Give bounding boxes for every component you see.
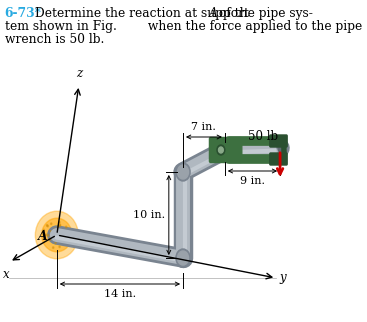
Circle shape <box>61 232 63 234</box>
Circle shape <box>59 224 61 226</box>
Circle shape <box>178 165 189 179</box>
FancyBboxPatch shape <box>270 135 287 147</box>
Text: A: A <box>209 7 218 20</box>
Circle shape <box>54 228 55 230</box>
Circle shape <box>55 242 56 244</box>
Text: of the pipe sys-: of the pipe sys- <box>215 7 312 20</box>
Text: 7 in.: 7 in. <box>192 122 217 132</box>
Text: 14 in.: 14 in. <box>104 289 136 299</box>
Circle shape <box>51 235 52 236</box>
Text: 9 in.: 9 in. <box>240 176 265 186</box>
Ellipse shape <box>48 225 66 245</box>
Text: tem shown in Fig.        when the force applied to the pipe: tem shown in Fig. when the force applied… <box>5 20 362 33</box>
Circle shape <box>59 222 60 223</box>
Circle shape <box>51 223 52 224</box>
Circle shape <box>52 247 54 248</box>
Text: 50 lb: 50 lb <box>248 130 278 143</box>
FancyBboxPatch shape <box>210 137 242 163</box>
FancyBboxPatch shape <box>270 153 287 165</box>
Circle shape <box>176 163 190 181</box>
Text: y: y <box>279 271 286 285</box>
Ellipse shape <box>278 144 282 152</box>
Circle shape <box>59 240 60 242</box>
Circle shape <box>51 235 52 236</box>
Circle shape <box>43 229 44 231</box>
Circle shape <box>218 142 231 158</box>
Circle shape <box>59 225 61 227</box>
Ellipse shape <box>35 211 78 259</box>
Text: wrench is 50 lb.: wrench is 50 lb. <box>5 33 104 46</box>
Circle shape <box>49 239 51 240</box>
Text: Determine the reaction at support: Determine the reaction at support <box>35 7 252 20</box>
Circle shape <box>176 249 190 267</box>
Text: 6-73*: 6-73* <box>5 7 42 20</box>
Circle shape <box>46 234 47 236</box>
Circle shape <box>218 147 223 153</box>
Ellipse shape <box>277 142 283 154</box>
Ellipse shape <box>41 218 72 252</box>
Text: x: x <box>3 268 10 281</box>
Text: A: A <box>37 230 47 242</box>
Circle shape <box>178 251 189 265</box>
Circle shape <box>217 145 225 155</box>
Text: 10 in.: 10 in. <box>133 210 165 220</box>
Text: z: z <box>77 67 83 80</box>
Circle shape <box>50 231 51 232</box>
Circle shape <box>63 237 64 239</box>
Circle shape <box>220 144 230 156</box>
Circle shape <box>48 235 49 236</box>
Circle shape <box>58 225 59 227</box>
Circle shape <box>59 246 60 248</box>
Circle shape <box>66 226 67 228</box>
Circle shape <box>46 224 48 226</box>
Circle shape <box>47 225 48 227</box>
